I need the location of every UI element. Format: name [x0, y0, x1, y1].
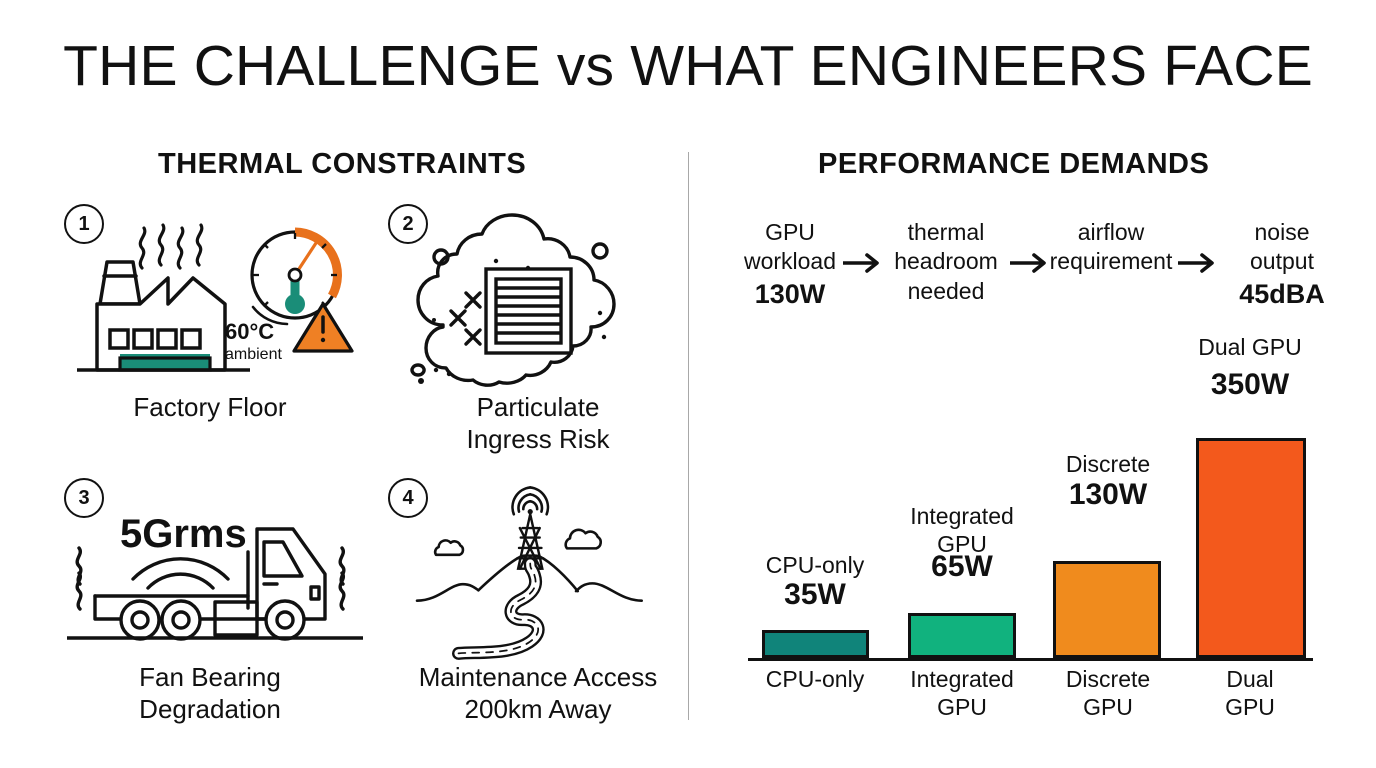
svg-text:5Grms: 5Grms	[120, 512, 247, 556]
svg-text:60°C: 60°C	[225, 319, 274, 344]
svg-text:ambient: ambient	[225, 346, 282, 363]
